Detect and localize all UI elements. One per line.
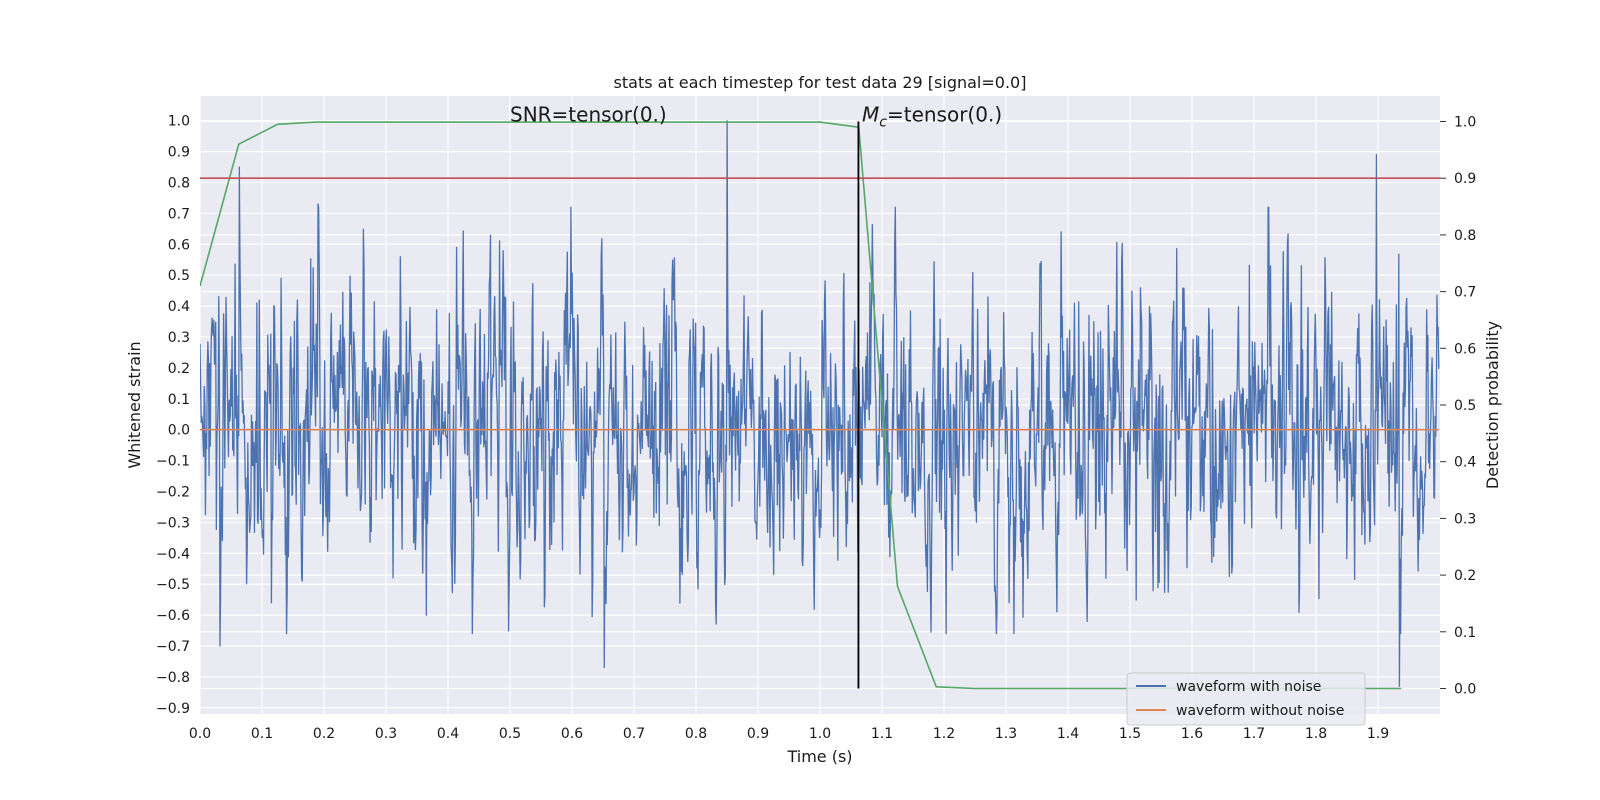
y2-tick-label: 0.4 [1454, 455, 1476, 471]
y-tick-label: 0.8 [168, 176, 190, 192]
chart-title: stats at each timestep for test data 29 … [614, 73, 1027, 92]
x-tick-label: 0.7 [623, 726, 645, 742]
legend-label-noise: waveform with noise [1176, 679, 1321, 695]
y-tick-label: −0.8 [156, 670, 190, 686]
y2-tick-label: 0.1 [1454, 625, 1476, 641]
x-tick-label: 1.3 [995, 726, 1017, 742]
x-axis-label: Time (s) [786, 747, 852, 766]
x-tick-label: 1.4 [1057, 726, 1079, 742]
x-tick-label: 0.8 [685, 726, 707, 742]
y-tick-label: 0.4 [168, 299, 190, 315]
x-tick-label: 0.9 [747, 726, 769, 742]
y-tick-label: 0.5 [168, 268, 190, 284]
x-tick-label: 0.1 [251, 726, 273, 742]
snr-annotation: SNR=tensor(0.) [510, 103, 667, 127]
mc-symbol: M [862, 103, 879, 127]
x-tick-label: 0.6 [561, 726, 583, 742]
y-tick-label: 0.6 [168, 237, 190, 253]
y2-tick-label: 1.0 [1454, 115, 1476, 131]
y-tick-label: 0.7 [168, 206, 190, 222]
y2-tick-label: 0.0 [1454, 681, 1476, 697]
legend: waveform with noise waveform without noi… [1126, 672, 1366, 726]
x-tick-label: 1.0 [809, 726, 831, 742]
x-tick-label: 1.7 [1243, 726, 1265, 742]
y-tick-label: −0.5 [156, 577, 190, 593]
y-tick-label: −0.7 [156, 639, 190, 655]
y-axis-ticks: −0.9 −0.8 −0.7 −0.6 −0.5 −0.4 −0.3 −0.2 −0.1 0.0 0… [156, 114, 190, 717]
y2-tick-label: 0.7 [1454, 285, 1476, 301]
y-tick-label: 0.2 [168, 361, 190, 377]
y-tick-label: −0.3 [156, 515, 190, 531]
x-tick-label: 0.3 [375, 726, 397, 742]
mc-subscript: c [879, 115, 887, 131]
y2-tick-label: 0.2 [1454, 568, 1476, 584]
y-tick-label: −0.2 [156, 485, 190, 501]
x-axis-ticks: 0.0 0.1 0.2 0.3 0.4 0.5 0.6 0.7 0.8 0.9 1.0 1.1 1.2 1… [189, 726, 1389, 742]
y2-tick-label: 0.6 [1454, 341, 1476, 357]
y2-tick-label: 0.3 [1454, 511, 1476, 527]
mc-value: =tensor(0.) [887, 103, 1002, 127]
y2-tick-label: 0.8 [1454, 228, 1476, 244]
y2-tick-label: 0.9 [1454, 171, 1476, 187]
x-tick-label: 1.1 [871, 726, 893, 742]
x-tick-label: 1.5 [1119, 726, 1141, 742]
x-tick-label: 1.6 [1181, 726, 1203, 742]
x-tick-label: 0.4 [437, 726, 459, 742]
y2-tick-label: 0.5 [1454, 398, 1476, 414]
y2-axis-label: Detection probability [1483, 321, 1502, 489]
y2-axis-ticks: 0.0 0.1 0.2 0.3 0.4 0.5 0.6 0.7 0.8 0.9 1.0 [1440, 115, 1476, 697]
y-tick-label: 0.1 [168, 392, 190, 408]
legend-label-clean: waveform without noise [1176, 703, 1344, 719]
y-tick-label: −0.9 [156, 701, 190, 717]
x-tick-label: 0.0 [189, 726, 211, 742]
y-tick-label: −0.6 [156, 608, 190, 624]
mc-annotation: Mc=tensor(0.) [862, 103, 1002, 131]
y-tick-label: 1.0 [168, 114, 190, 130]
x-tick-label: 1.8 [1305, 726, 1327, 742]
y-tick-label: 0.0 [168, 423, 190, 439]
series-detection-probability [200, 121, 1402, 690]
y-tick-label: 0.3 [168, 330, 190, 346]
x-tick-label: 1.9 [1367, 726, 1389, 742]
legend-box [1126, 672, 1366, 726]
y-axis-label: Whitened strain [125, 341, 144, 468]
y-tick-label: −0.4 [156, 546, 190, 562]
x-tick-label: 0.2 [313, 726, 335, 742]
x-tick-label: 1.2 [933, 726, 955, 742]
y-tick-label: 0.9 [168, 145, 190, 161]
series-layer [200, 120, 1440, 690]
y-tick-label: −0.1 [156, 454, 190, 470]
x-tick-label: 0.5 [499, 726, 521, 742]
series-waveform-with-noise [200, 120, 1440, 687]
